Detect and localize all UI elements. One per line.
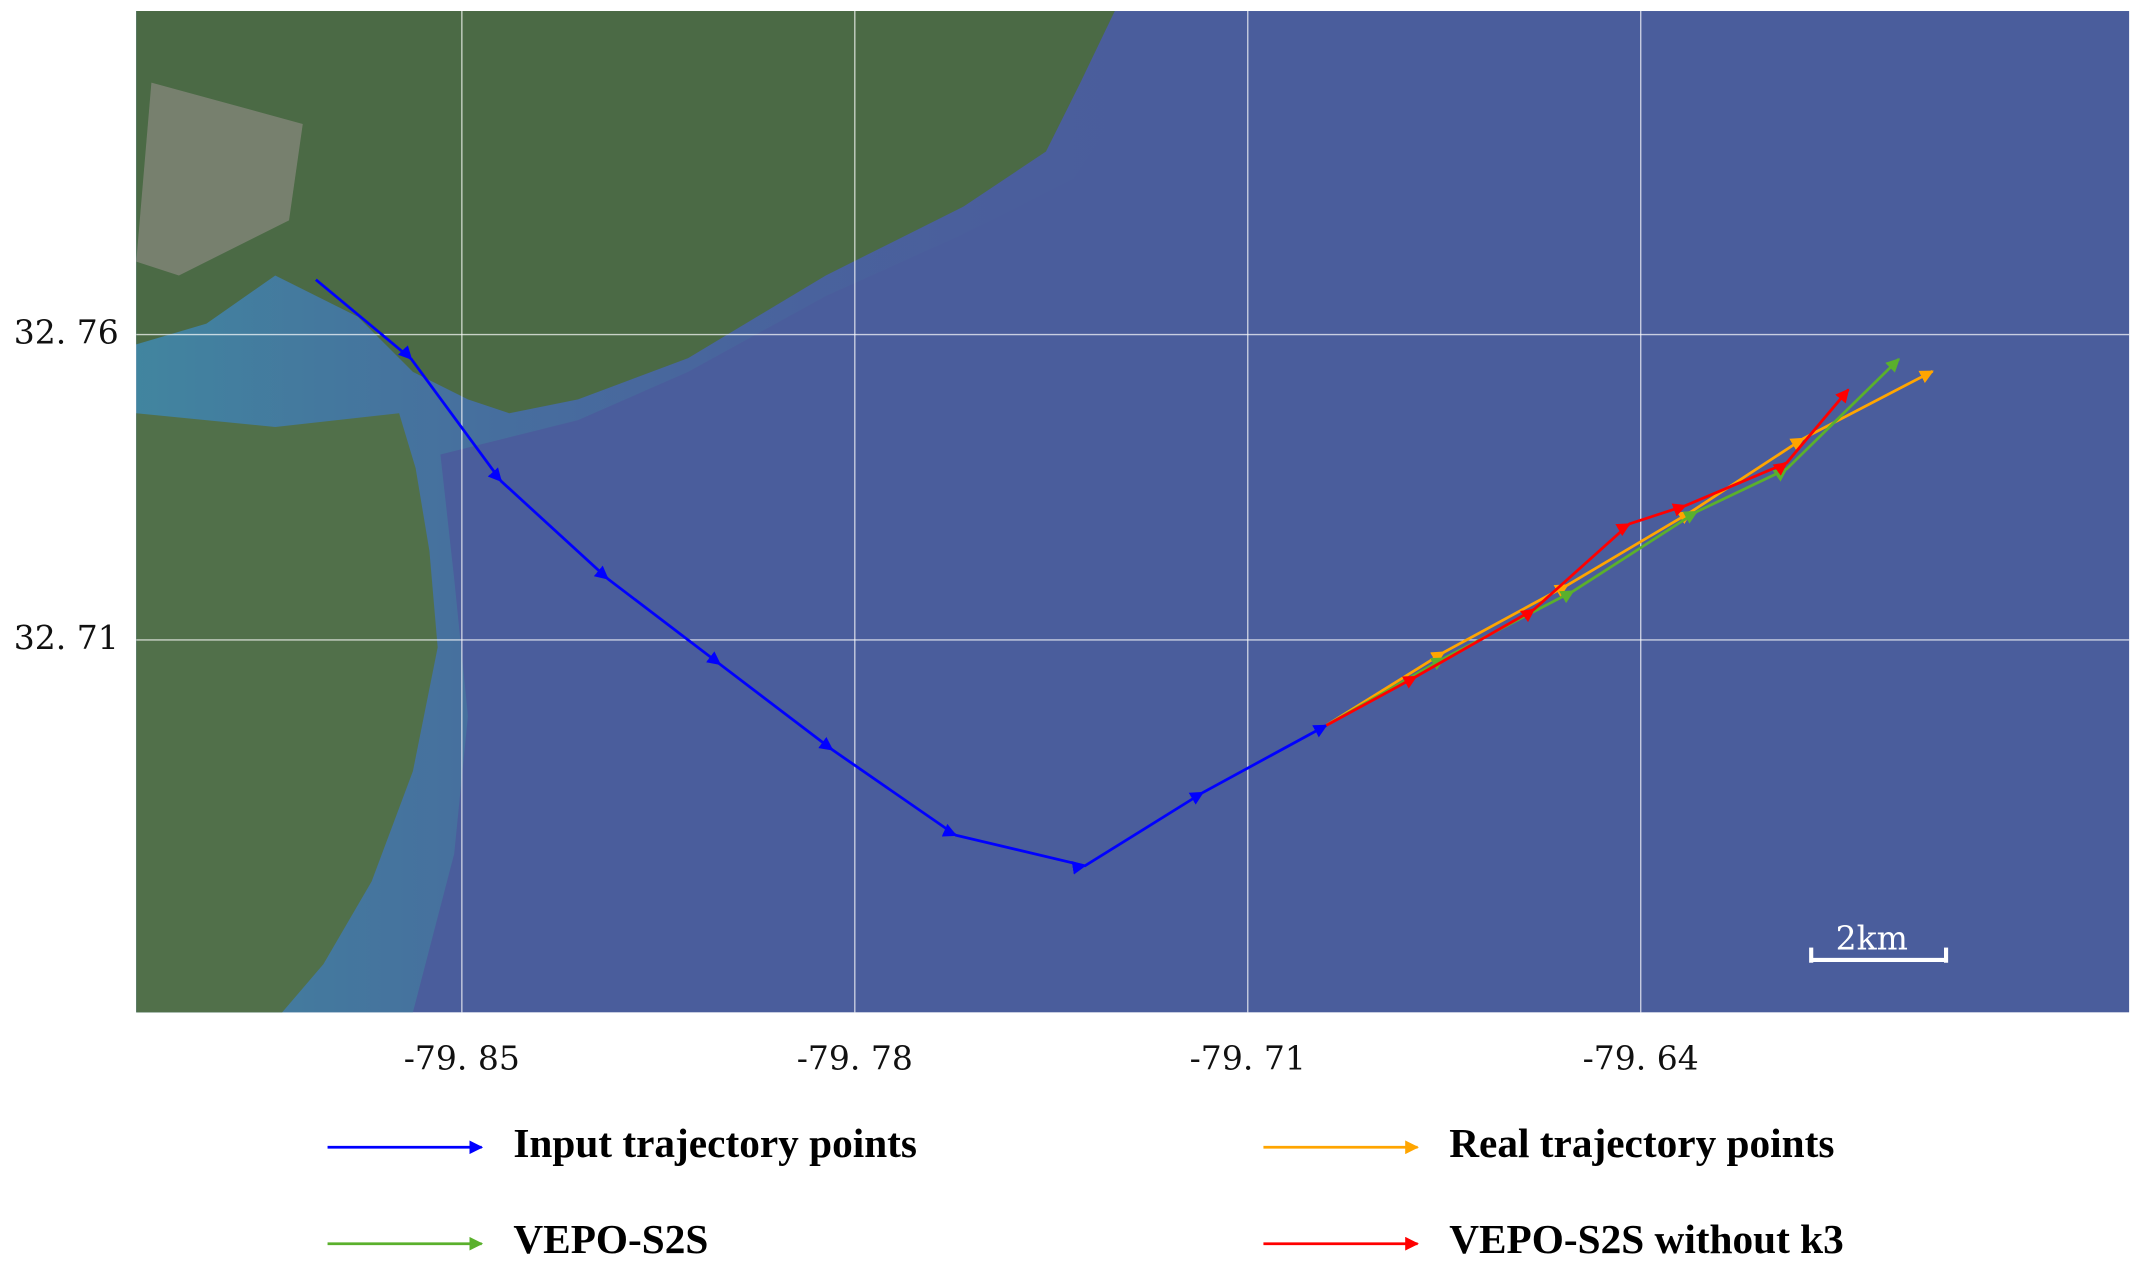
land-west xyxy=(136,413,438,1013)
legend-label: Real trajectory points xyxy=(1449,1120,1834,1166)
x-tick-label: -79. 85 xyxy=(404,1039,520,1078)
land-north xyxy=(136,11,1115,414)
legend-label: VEPO-S2S xyxy=(513,1216,708,1262)
scale-bar-label: 2km xyxy=(1836,919,1908,958)
x-tick-label: -79. 71 xyxy=(1190,1039,1306,1078)
x-tick-label: -79. 64 xyxy=(1583,1039,1699,1078)
trajectory xyxy=(315,278,1328,875)
urban-area xyxy=(136,82,303,276)
legend-label: VEPO-S2S without k3 xyxy=(1449,1216,1844,1262)
trajectory xyxy=(1325,388,1850,727)
y-tick-label: 32. 71 xyxy=(14,618,119,657)
legend-label: Input trajectory points xyxy=(513,1120,917,1166)
x-tick-label: -79. 78 xyxy=(797,1039,913,1078)
y-tick-label: 32. 76 xyxy=(14,313,119,352)
